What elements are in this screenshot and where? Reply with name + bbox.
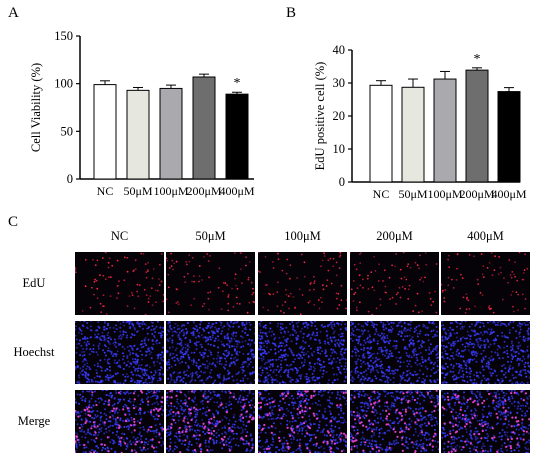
bar (401, 86, 425, 183)
microscopy-image-merge (75, 390, 164, 453)
microscopy-image-merge (258, 390, 347, 453)
microscopy-canvas (441, 321, 530, 384)
x-tick-label: 100μM (153, 184, 188, 198)
microscopy-canvas (75, 321, 164, 384)
microscopy-image-hoechst (441, 321, 530, 384)
y-tick-label: 100 (54, 77, 73, 91)
x-tick-label: 50μM (398, 187, 427, 201)
microscopy-canvas (166, 252, 255, 315)
bar (369, 84, 393, 183)
bar (465, 69, 489, 183)
microscopy-image-merge (441, 390, 530, 453)
x-tick-label: 200μM (459, 187, 494, 201)
microscopy-canvas (166, 321, 255, 384)
row-label: Merge (17, 413, 51, 428)
y-axis-label: EdU positive cell (%) (313, 62, 327, 171)
bar (497, 91, 521, 183)
panel-label-c: C (8, 214, 19, 230)
x-tick-label: 100μM (427, 187, 462, 201)
x-tick-label: 400μM (219, 184, 254, 198)
microscopy-image-hoechst (75, 321, 164, 384)
microscopy-canvas (258, 321, 347, 384)
bar (159, 87, 183, 180)
y-tick-label: 150 (54, 29, 73, 43)
microscopy-canvas (258, 390, 347, 453)
bar (225, 93, 249, 180)
microscopy-canvas (441, 390, 530, 453)
column-header: 50μM (195, 229, 226, 243)
y-tick-label: 10 (333, 142, 346, 156)
y-tick-label: 0 (339, 175, 345, 189)
y-tick-label: 20 (333, 109, 346, 123)
microscopy-image-edu (75, 252, 164, 315)
microscopy-canvas (258, 252, 347, 315)
microscopy-image-hoechst (166, 321, 255, 384)
y-tick-label: 30 (333, 76, 346, 90)
x-tick-label: NC (373, 187, 390, 201)
microscopy-canvas (441, 252, 530, 315)
significance-asterisk: * (234, 76, 241, 91)
microscopy-canvas (350, 321, 439, 384)
bar (93, 84, 117, 180)
x-tick-label: NC (97, 184, 114, 198)
row-label: Hoechst (13, 344, 55, 359)
microscopy-image-edu (258, 252, 347, 315)
microscopy-image-merge (350, 390, 439, 453)
microscopy-canvas (350, 252, 439, 315)
microscopy-canvas (166, 390, 255, 453)
x-tick-label: 200μM (186, 184, 221, 198)
microscopy-canvas (75, 252, 164, 315)
microscopy-image-hoechst (350, 321, 439, 384)
panel-label-b: B (286, 5, 297, 21)
y-tick-label: 50 (61, 124, 74, 138)
microscopy-image-hoechst (258, 321, 347, 384)
significance-asterisk: * (474, 52, 481, 67)
microscopy-image-merge (166, 390, 255, 453)
column-header: 200μM (376, 229, 413, 243)
chart-cell-viability: 0 50 100 150 Cell Viability (%) NC 50μM 100μM20… (29, 29, 255, 198)
microscopy-canvas (350, 390, 439, 453)
column-header: NC (110, 229, 129, 243)
column-header: 100μM (284, 229, 321, 243)
x-tick-label: 400μM (491, 187, 526, 201)
bar (126, 89, 150, 180)
bar (192, 76, 216, 180)
x-tick-label: 50μM (123, 184, 152, 198)
y-tick-label: 40 (333, 43, 346, 57)
microscopy-image-edu (441, 252, 530, 315)
row-label: EdU (22, 275, 46, 290)
y-tick-label: 0 (67, 172, 73, 186)
y-axis-label: Cell Viability (%) (29, 63, 43, 152)
microscopy-canvas (75, 390, 164, 453)
bar (433, 78, 457, 183)
microscopy-image-edu (166, 252, 255, 315)
column-header: 400μM (467, 229, 504, 243)
microscopy-image-edu (350, 252, 439, 315)
panel-label-a: A (8, 5, 19, 21)
